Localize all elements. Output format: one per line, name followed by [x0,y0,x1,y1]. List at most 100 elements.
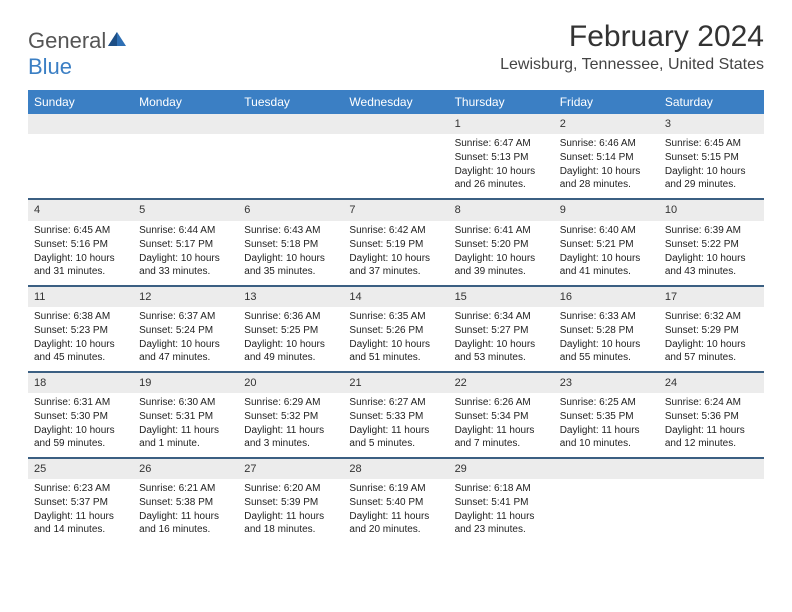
sunset-text: Sunset: 5:37 PM [34,496,127,509]
daylight-text: Daylight: 11 hours and 12 minutes. [665,424,758,450]
sunrise-text: Sunrise: 6:23 AM [34,482,127,495]
day-number: 12 [133,287,238,307]
daylight-text: Daylight: 11 hours and 10 minutes. [560,424,653,450]
daylight-text: Daylight: 10 hours and 26 minutes. [455,165,548,191]
day-number: 7 [343,200,448,220]
daylight-text: Daylight: 11 hours and 1 minute. [139,424,232,450]
day-number: 1 [449,114,554,134]
sunrise-text: Sunrise: 6:21 AM [139,482,232,495]
week-row: 11Sunrise: 6:38 AMSunset: 5:23 PMDayligh… [28,285,764,371]
cell-body: Sunrise: 6:31 AMSunset: 5:30 PMDaylight:… [28,393,133,457]
sunset-text: Sunset: 5:24 PM [139,324,232,337]
calendar-cell: 1Sunrise: 6:47 AMSunset: 5:13 PMDaylight… [449,114,554,198]
cell-body: Sunrise: 6:34 AMSunset: 5:27 PMDaylight:… [449,307,554,371]
calendar-cell [133,114,238,198]
cell-body: Sunrise: 6:45 AMSunset: 5:16 PMDaylight:… [28,221,133,285]
calendar-cell: 16Sunrise: 6:33 AMSunset: 5:28 PMDayligh… [554,287,659,371]
sunset-text: Sunset: 5:23 PM [34,324,127,337]
daylight-text: Daylight: 10 hours and 28 minutes. [560,165,653,191]
calendar-cell: 7Sunrise: 6:42 AMSunset: 5:19 PMDaylight… [343,200,448,284]
cell-body: Sunrise: 6:37 AMSunset: 5:24 PMDaylight:… [133,307,238,371]
weeks-host: 1Sunrise: 6:47 AMSunset: 5:13 PMDaylight… [28,114,764,543]
day-number: 18 [28,373,133,393]
cell-body: Sunrise: 6:32 AMSunset: 5:29 PMDaylight:… [659,307,764,371]
day-number: 22 [449,373,554,393]
day-number: 25 [28,459,133,479]
sunset-text: Sunset: 5:29 PM [665,324,758,337]
day-number: 24 [659,373,764,393]
calendar-cell: 9Sunrise: 6:40 AMSunset: 5:21 PMDaylight… [554,200,659,284]
daylight-text: Daylight: 10 hours and 37 minutes. [349,252,442,278]
daylight-text: Daylight: 10 hours and 51 minutes. [349,338,442,364]
day-header-sunday: Sunday [28,90,133,114]
cell-body: Sunrise: 6:21 AMSunset: 5:38 PMDaylight:… [133,479,238,543]
sunrise-text: Sunrise: 6:47 AM [455,137,548,150]
sunrise-text: Sunrise: 6:41 AM [455,224,548,237]
day-header-monday: Monday [133,90,238,114]
sunset-text: Sunset: 5:30 PM [34,410,127,423]
calendar-cell: 12Sunrise: 6:37 AMSunset: 5:24 PMDayligh… [133,287,238,371]
cell-body [554,479,659,539]
cell-body: Sunrise: 6:46 AMSunset: 5:14 PMDaylight:… [554,134,659,198]
cell-body: Sunrise: 6:18 AMSunset: 5:41 PMDaylight:… [449,479,554,543]
day-number: 20 [238,373,343,393]
calendar-cell: 2Sunrise: 6:46 AMSunset: 5:14 PMDaylight… [554,114,659,198]
calendar-cell: 6Sunrise: 6:43 AMSunset: 5:18 PMDaylight… [238,200,343,284]
sunset-text: Sunset: 5:31 PM [139,410,232,423]
cell-body: Sunrise: 6:44 AMSunset: 5:17 PMDaylight:… [133,221,238,285]
sunset-text: Sunset: 5:32 PM [244,410,337,423]
cell-body: Sunrise: 6:25 AMSunset: 5:35 PMDaylight:… [554,393,659,457]
sunrise-text: Sunrise: 6:43 AM [244,224,337,237]
cell-body: Sunrise: 6:43 AMSunset: 5:18 PMDaylight:… [238,221,343,285]
sunrise-text: Sunrise: 6:18 AM [455,482,548,495]
cell-body: Sunrise: 6:29 AMSunset: 5:32 PMDaylight:… [238,393,343,457]
day-header-thursday: Thursday [449,90,554,114]
week-row: 1Sunrise: 6:47 AMSunset: 5:13 PMDaylight… [28,114,764,198]
calendar-cell: 5Sunrise: 6:44 AMSunset: 5:17 PMDaylight… [133,200,238,284]
daylight-text: Daylight: 11 hours and 16 minutes. [139,510,232,536]
daylight-text: Daylight: 10 hours and 57 minutes. [665,338,758,364]
page-title: February 2024 [500,20,764,54]
daylight-text: Daylight: 10 hours and 33 minutes. [139,252,232,278]
day-number [238,114,343,134]
sunset-text: Sunset: 5:27 PM [455,324,548,337]
day-number: 21 [343,373,448,393]
cell-body [28,134,133,194]
sunset-text: Sunset: 5:28 PM [560,324,653,337]
daylight-text: Daylight: 10 hours and 53 minutes. [455,338,548,364]
cell-body: Sunrise: 6:19 AMSunset: 5:40 PMDaylight:… [343,479,448,543]
sunset-text: Sunset: 5:38 PM [139,496,232,509]
day-number: 13 [238,287,343,307]
calendar-cell: 25Sunrise: 6:23 AMSunset: 5:37 PMDayligh… [28,459,133,543]
sunrise-text: Sunrise: 6:24 AM [665,396,758,409]
cell-body [659,479,764,539]
daylight-text: Daylight: 10 hours and 29 minutes. [665,165,758,191]
day-number: 4 [28,200,133,220]
day-number: 2 [554,114,659,134]
cell-body: Sunrise: 6:30 AMSunset: 5:31 PMDaylight:… [133,393,238,457]
daylight-text: Daylight: 11 hours and 18 minutes. [244,510,337,536]
sunset-text: Sunset: 5:22 PM [665,238,758,251]
sunset-text: Sunset: 5:17 PM [139,238,232,251]
sunrise-text: Sunrise: 6:20 AM [244,482,337,495]
logo-text: General Blue [28,28,128,80]
daylight-text: Daylight: 11 hours and 20 minutes. [349,510,442,536]
logo-text-general: General [28,28,106,53]
sunset-text: Sunset: 5:16 PM [34,238,127,251]
calendar-cell: 8Sunrise: 6:41 AMSunset: 5:20 PMDaylight… [449,200,554,284]
day-number [133,114,238,134]
sunset-text: Sunset: 5:19 PM [349,238,442,251]
day-header-wednesday: Wednesday [343,90,448,114]
sunrise-text: Sunrise: 6:34 AM [455,310,548,323]
day-number: 15 [449,287,554,307]
header: General Blue February 2024 Lewisburg, Te… [28,20,764,80]
title-block: February 2024 Lewisburg, Tennessee, Unit… [500,20,764,74]
daylight-text: Daylight: 11 hours and 23 minutes. [455,510,548,536]
daylight-text: Daylight: 10 hours and 47 minutes. [139,338,232,364]
daylight-text: Daylight: 10 hours and 35 minutes. [244,252,337,278]
daylight-text: Daylight: 10 hours and 49 minutes. [244,338,337,364]
sunrise-text: Sunrise: 6:33 AM [560,310,653,323]
day-number: 11 [28,287,133,307]
sunrise-text: Sunrise: 6:31 AM [34,396,127,409]
sunrise-text: Sunrise: 6:29 AM [244,396,337,409]
